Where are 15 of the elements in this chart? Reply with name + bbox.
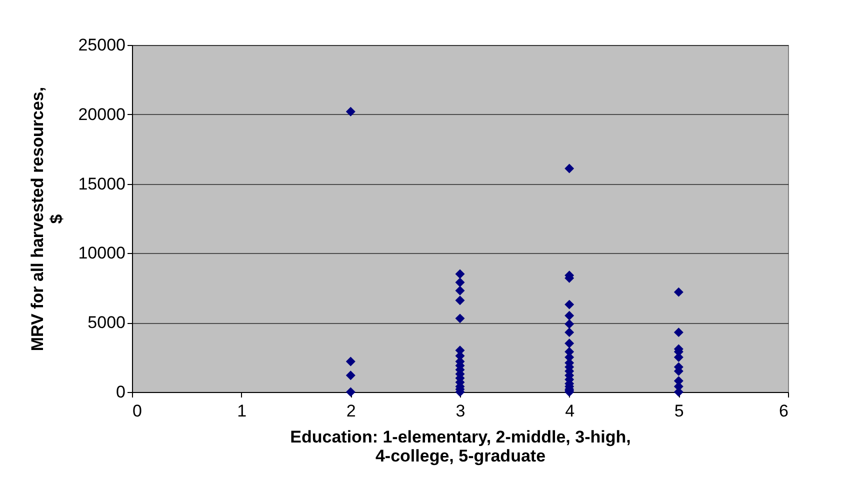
x-tick-label: 3 [456,402,466,420]
x-axis-title: Education: 1-elementary, 2-middle, 3-high, 4-college, 5-graduate [290,428,631,466]
y-tick-label: 20000 [78,104,126,124]
y-tick-label: 15000 [78,174,126,194]
y-tick-label: 10000 [78,244,126,263]
y-tick-label: 25000 [78,36,126,54]
y-tick-label: 5000 [88,313,126,332]
x-tick-label: 2 [346,402,356,420]
x-tick-label: 6 [779,402,788,420]
x-tick-label: 1 [237,402,247,420]
y-axis-title: MRV for all harvested resources, $ [28,86,66,352]
x-tick-label: 4 [565,402,575,420]
y-tick-label: 0 [116,382,126,402]
x-tick-label: 5 [674,402,684,420]
x-tick-label: 0 [132,402,142,420]
